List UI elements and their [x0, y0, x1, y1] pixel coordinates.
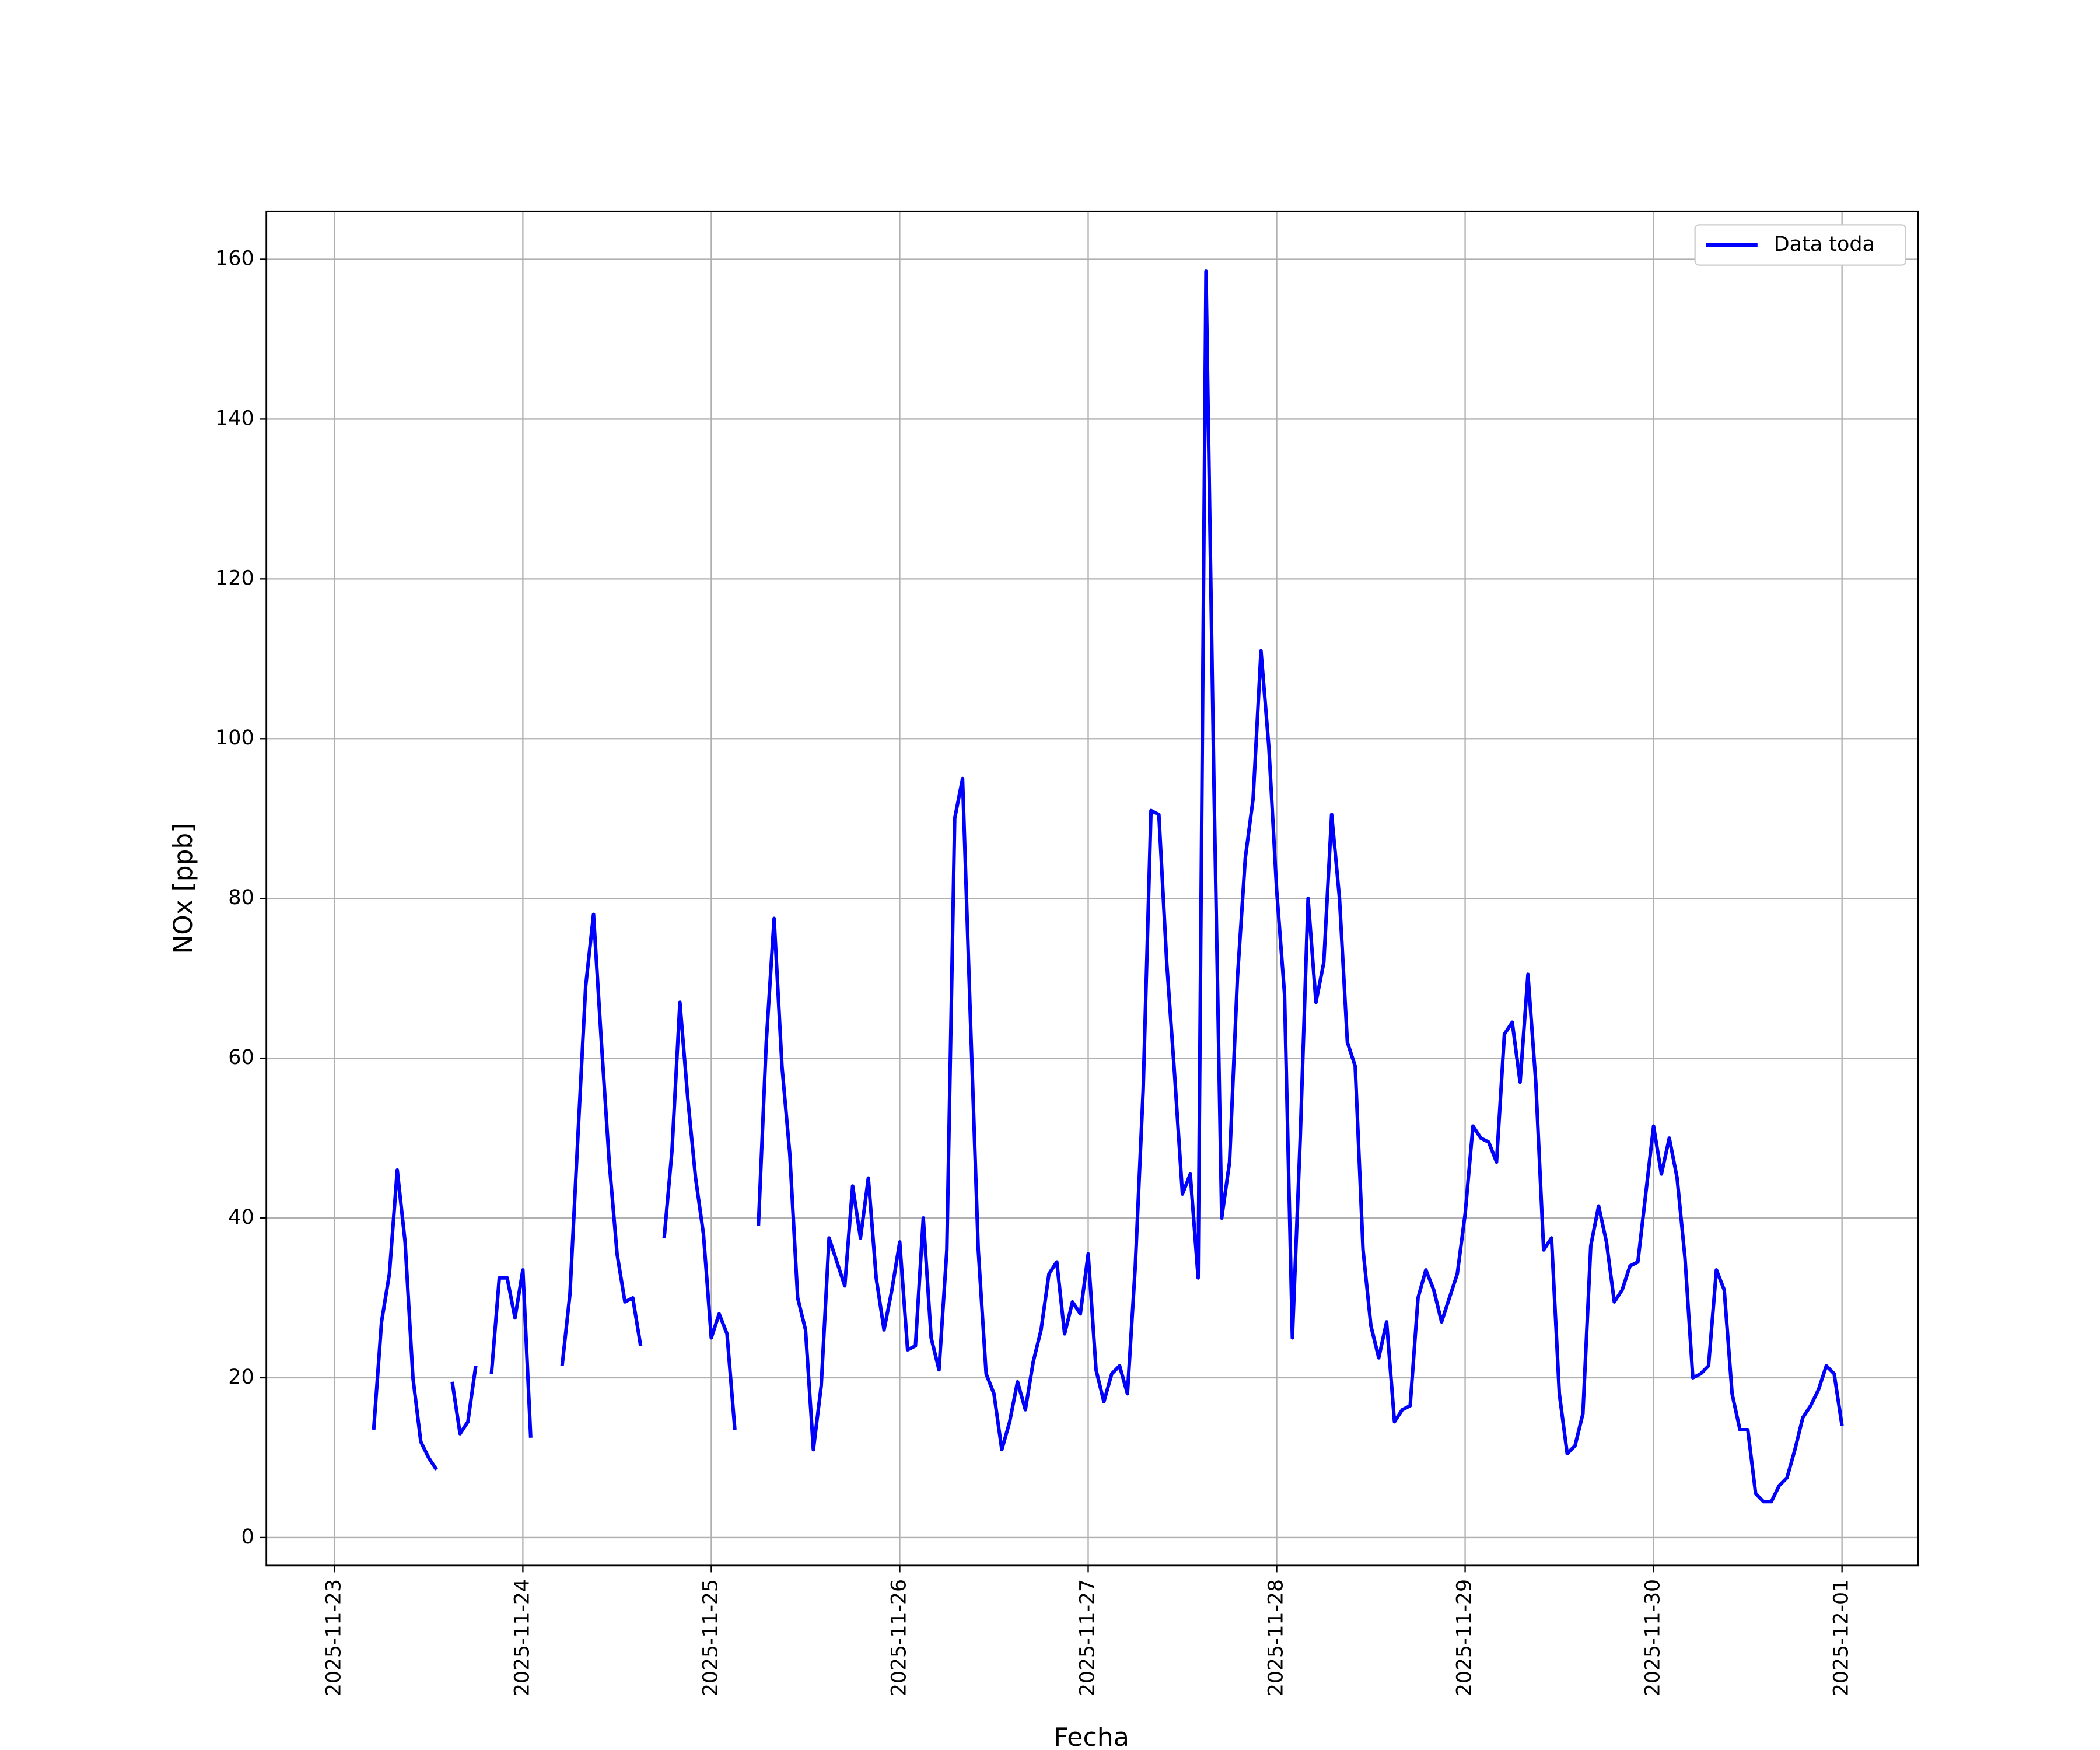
x-tick-label: 2025-11-26	[887, 1579, 911, 1696]
y-tick-label: 120	[215, 566, 254, 590]
y-axis-label: NOx [ppb]	[169, 823, 198, 954]
x-tick-label: 2025-11-24	[510, 1579, 534, 1696]
y-tick-label: 60	[228, 1046, 254, 1069]
x-tick-label: 2025-11-28	[1264, 1579, 1287, 1696]
x-tick-label: 2025-11-27	[1076, 1579, 1099, 1696]
y-tick-label: 100	[215, 726, 254, 750]
legend-box	[1694, 224, 1906, 266]
x-tick-label: 2025-11-29	[1452, 1579, 1476, 1696]
x-tick-label: 2025-11-30	[1642, 1579, 1665, 1696]
y-tick-label: 0	[241, 1525, 254, 1549]
y-tick-label: 80	[228, 886, 254, 909]
legend-label: Data toda	[1774, 233, 1875, 256]
y-tick-label: 140	[215, 407, 254, 430]
x-tick-label: 2025-12-01	[1830, 1579, 1853, 1696]
data-line	[372, 270, 1844, 1504]
y-tick-label: 40	[228, 1206, 254, 1229]
x-axis-label: Fecha	[1054, 1723, 1129, 1750]
x-tick-label: 2025-11-23	[322, 1579, 345, 1696]
plot-frame	[265, 210, 1919, 1567]
x-tick-label: 2025-11-25	[699, 1579, 722, 1696]
y-tick-label: 20	[228, 1366, 254, 1389]
y-tick-label: 160	[215, 247, 254, 271]
